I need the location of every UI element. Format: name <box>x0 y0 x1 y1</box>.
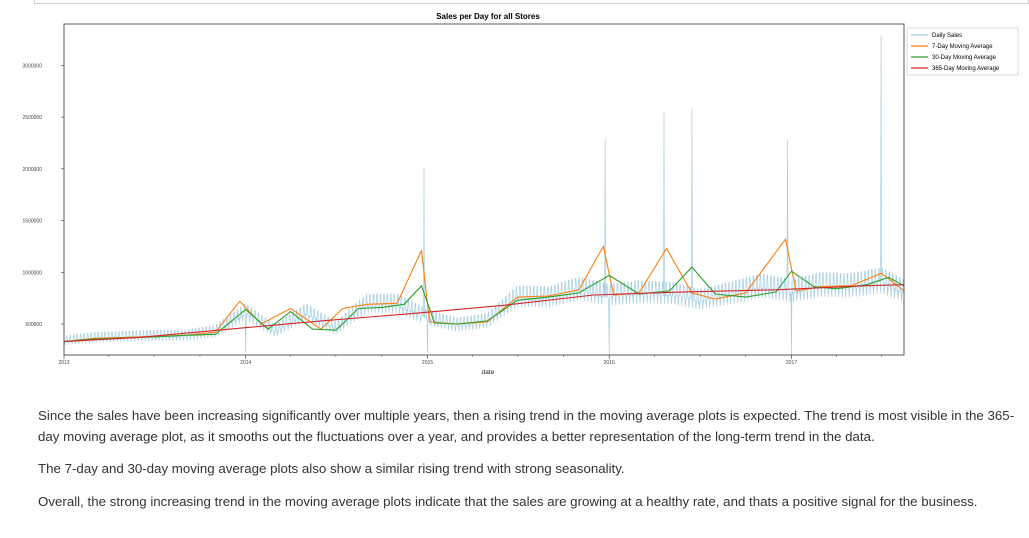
y-tick-label-1: 1000000 <box>23 270 43 276</box>
plot-frame <box>63 23 905 356</box>
sales-line-chart: Sales per Day for all Stores 500000 10000… <box>23 12 1019 376</box>
x-tick-label-1: 2014 <box>240 360 251 366</box>
legend-entry-2: 30-Day Moving Average <box>932 55 997 61</box>
paragraph-trend-explanation: Since the sales have been increasing sig… <box>38 408 1015 444</box>
x-axis-label: date <box>482 369 495 376</box>
legend-entry-0: Daily Sales <box>932 33 962 39</box>
series-layer <box>63 35 905 356</box>
paragraph-seasonality: The 7-day and 30-day moving average plot… <box>38 461 625 476</box>
legend-entry-1: 7-Day Moving Average <box>932 44 993 50</box>
y-tick-label-0: 500000 <box>25 322 42 328</box>
legend: Daily Sales 7-Day Moving Average 30-Day Mo… <box>906 27 1019 76</box>
legend-entry-3: 365-Day Moving Average <box>932 66 1000 72</box>
series-line-30-day-ma <box>63 266 905 343</box>
series-line-365-day-ma <box>63 284 905 343</box>
series-line-7-day-ma <box>63 237 905 343</box>
y-tick-label-2: 1500000 <box>23 219 43 225</box>
y-axis: 500000 1000000 1500000 2000000 2500000 300000… <box>23 63 64 328</box>
chart-title: Sales per Day for all Stores <box>436 12 540 21</box>
x-axis: 2013 2014 2015 2016 2017 <box>58 355 882 366</box>
paragraph-conclusion: Overall, the strong increasing trend in … <box>38 494 978 509</box>
x-tick-label-3: 2016 <box>604 360 615 366</box>
legend-box <box>906 27 1019 76</box>
y-tick-label-3: 2000000 <box>23 167 43 173</box>
x-tick-label-2: 2015 <box>422 360 433 366</box>
x-tick-label-4: 2017 <box>786 360 797 366</box>
y-tick-label-5: 3000000 <box>23 63 43 69</box>
x-tick-label-0: 2013 <box>58 360 69 366</box>
y-tick-label-4: 2500000 <box>23 115 43 121</box>
